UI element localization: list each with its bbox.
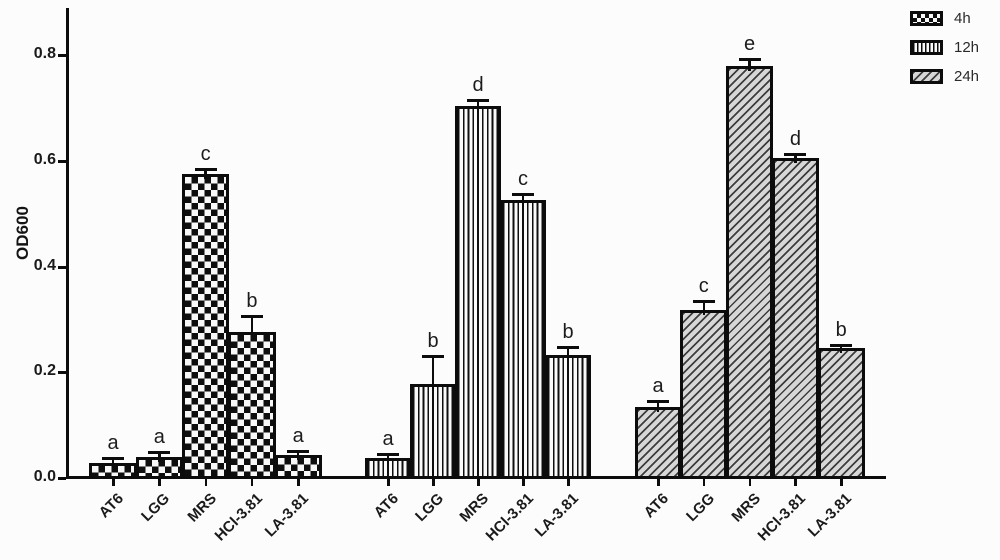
error-bar-cap	[557, 346, 579, 350]
x-tick	[387, 479, 390, 486]
x-tick	[158, 479, 161, 486]
error-bar-line	[296, 452, 300, 460]
y-tick-label: 0.4	[33, 256, 56, 274]
error-bar-cap	[377, 452, 399, 456]
error-bar-cap	[830, 344, 853, 348]
y-tick-label: 0.2	[33, 362, 56, 380]
error-bar-line	[656, 401, 660, 412]
y-tick	[58, 265, 66, 269]
error-bar-cap	[148, 451, 171, 455]
legend-label: 24h	[954, 67, 980, 85]
y-tick	[58, 477, 66, 480]
significance-letter: a	[153, 426, 165, 449]
error-bar-cap	[647, 399, 669, 403]
significance-letter: a	[652, 374, 664, 397]
error-bar-cap	[467, 99, 489, 102]
error-bar-line	[566, 348, 570, 360]
error-bar-line	[386, 454, 390, 463]
bar-24h-HCl-3.81	[772, 158, 819, 479]
legend-label: 4h	[954, 9, 971, 27]
error-bar-cap	[512, 192, 534, 196]
error-bar-line	[748, 60, 751, 71]
x-tick	[432, 479, 435, 486]
bar-12h-LGG	[410, 383, 456, 479]
error-bar-line	[794, 155, 797, 164]
bar-12h-HCl-3.81	[500, 199, 546, 479]
significance-letter: d	[789, 128, 801, 151]
significance-letter: c	[518, 167, 528, 190]
significance-letter: b	[246, 289, 258, 312]
y-tick	[58, 371, 66, 375]
x-tick	[794, 479, 797, 486]
significance-letter: a	[107, 432, 119, 455]
legend-swatch-dstripe-icon	[910, 68, 943, 84]
y-tick-label: 0.6	[33, 150, 56, 168]
legend-item-24h: 24h	[910, 67, 980, 85]
bar-24h-MRS	[726, 65, 773, 479]
y-tick-label: 0.0	[33, 468, 56, 485]
bar-4h-HCl-3.81	[228, 331, 276, 479]
significance-letter: b	[562, 321, 574, 344]
x-tick	[702, 479, 706, 486]
y-tick-label: 0.8	[33, 45, 56, 62]
x-tick	[567, 479, 570, 486]
error-bar-cap	[287, 450, 310, 454]
error-bar-cap	[102, 457, 124, 461]
x-tick	[204, 479, 208, 486]
legend-item-12h: 12h	[910, 38, 980, 56]
x-tick	[522, 479, 525, 486]
bar-4h-MRS	[181, 173, 230, 479]
significance-letter: e	[744, 33, 756, 56]
significance-letter: a	[382, 427, 394, 450]
error-bar-line	[476, 101, 480, 112]
error-bar-line	[250, 316, 254, 337]
error-bar-cap	[784, 153, 807, 157]
significance-letter: c	[698, 274, 709, 297]
significance-letter: b	[835, 319, 847, 342]
bar-24h-AT6	[634, 406, 682, 479]
error-bar-line	[111, 459, 115, 469]
significance-letter: c	[200, 142, 211, 165]
x-tick	[657, 479, 660, 486]
y-tick	[58, 54, 66, 57]
x-tick	[297, 479, 300, 486]
x-tick	[112, 479, 115, 486]
x-tick	[477, 479, 480, 486]
bar-12h-MRS	[455, 106, 501, 479]
legend-swatch-checker-icon	[910, 10, 943, 26]
error-bar-line	[431, 357, 435, 389]
y-axis-title: OD600	[13, 206, 32, 260]
error-bar-line	[839, 346, 843, 354]
y-tick	[58, 159, 66, 163]
error-bar-cap	[422, 355, 444, 359]
y-axis-line	[66, 8, 69, 479]
bar-24h-LGG	[680, 309, 728, 479]
bar-12h-LA-3.81	[545, 354, 591, 479]
error-bar-line	[521, 194, 525, 205]
error-bar-line	[702, 301, 706, 315]
x-tick	[748, 479, 752, 486]
x-tick	[840, 479, 843, 486]
error-bar-cap	[194, 167, 217, 171]
significance-letter: a	[292, 425, 304, 448]
legend-label: 12h	[954, 38, 980, 56]
error-bar-line	[204, 169, 207, 179]
error-bar-cap	[692, 299, 715, 303]
error-bar-line	[158, 453, 161, 462]
significance-letter: b	[427, 330, 439, 353]
bar-24h-LA-3.81	[817, 348, 865, 479]
error-bar-cap	[240, 314, 263, 318]
error-bar-cap	[738, 58, 761, 62]
legend-swatch-vstripe-icon	[910, 39, 943, 55]
x-tick	[250, 479, 254, 486]
legend: 4h 12h 24h	[910, 10, 979, 97]
legend-item-4h: 4h	[910, 9, 979, 27]
significance-letter: d	[472, 74, 484, 96]
